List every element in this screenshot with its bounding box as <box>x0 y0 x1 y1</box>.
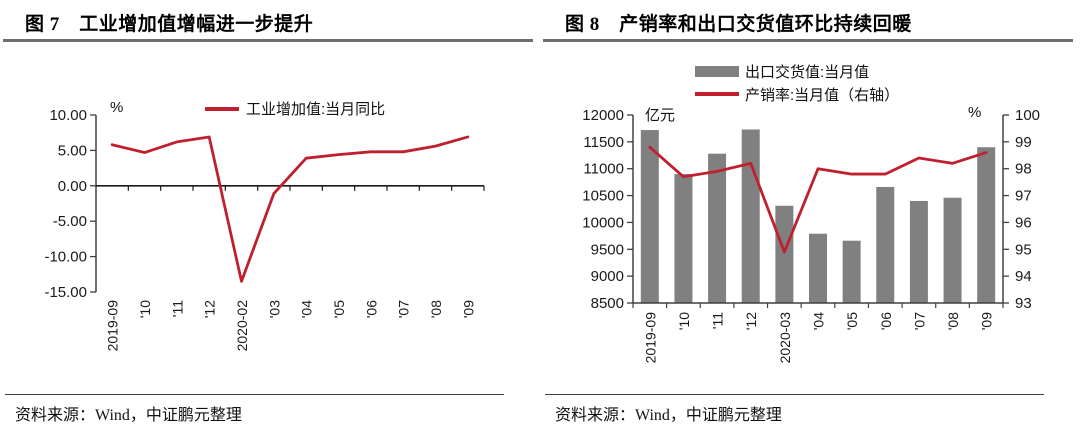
svg-text:'06: '06 <box>363 300 379 318</box>
bar <box>775 205 794 303</box>
bar-legend-swatch <box>695 65 739 77</box>
data-line <box>110 135 470 283</box>
svg-text:9500: 9500 <box>591 241 624 258</box>
bar <box>876 186 895 303</box>
figure8-panel: 图 8 产销率和出口交货值环比持续回暖 12000 11500 11000 10500… <box>540 0 1080 431</box>
figure8-chart: 12000 11500 11000 10500 10000 9500 9000 8500 100… <box>582 107 1040 364</box>
figure7-chart: 10.00 5.00 0.00 -5.00 -10.00 -15.00 2019-09 '10… <box>44 107 485 352</box>
svg-text:97: 97 <box>1015 188 1032 205</box>
svg-text:'03: '03 <box>266 300 282 318</box>
svg-text:10000: 10000 <box>582 214 624 231</box>
x-axis: 2019-09 '10 '11 '12 2020-03 '04 '05 '06 '07 '08 '0… <box>632 302 1004 364</box>
y-axis: 10.00 5.00 0.00 -5.00 -10.00 -15.00 <box>44 107 97 301</box>
svg-text:'08: '08 <box>945 312 961 330</box>
figure7-footer-rule <box>5 394 504 395</box>
svg-text:'06: '06 <box>878 312 894 330</box>
figure8-title: 图 8 产销率和出口交货值环比持续回暖 <box>565 14 912 35</box>
svg-text:0.00: 0.00 <box>58 178 87 195</box>
svg-text:'11: '11 <box>710 312 726 329</box>
svg-text:94: 94 <box>1015 268 1032 285</box>
svg-text:96: 96 <box>1015 214 1032 231</box>
bar <box>842 240 861 303</box>
svg-text:-5.00: -5.00 <box>53 213 87 230</box>
figure8-legend-line-item: 产销率:当月值（右轴） <box>695 85 900 104</box>
svg-text:'12: '12 <box>743 312 759 330</box>
figure8-left-unit-label: 亿元 <box>645 107 676 124</box>
svg-text:'05: '05 <box>844 312 860 330</box>
bar <box>943 197 962 303</box>
svg-text:'12: '12 <box>202 300 218 318</box>
svg-text:99: 99 <box>1015 134 1032 151</box>
figure7-title-rule <box>3 39 533 42</box>
data-line <box>648 145 988 254</box>
svg-text:2020-02: 2020-02 <box>234 300 250 352</box>
svg-text:'11: '11 <box>169 300 185 317</box>
line-legend-swatch <box>695 92 739 96</box>
figure8-legend-line-label: 产销率:当月值（右轴） <box>745 86 900 104</box>
svg-text:93: 93 <box>1015 295 1032 312</box>
svg-text:5.00: 5.00 <box>58 142 87 159</box>
figure7-legend-label: 工业增加值:当月同比 <box>246 101 386 118</box>
svg-text:12000: 12000 <box>582 107 624 124</box>
svg-text:2019-09: 2019-09 <box>642 312 658 364</box>
bar <box>708 153 727 303</box>
figure8-legend-bar-label: 出口交货值:当月值 <box>745 63 870 81</box>
figure8-legend-bar-item: 出口交货值:当月值 <box>695 62 899 81</box>
svg-text:'04: '04 <box>299 300 315 318</box>
svg-text:'09: '09 <box>979 312 995 330</box>
figure7-source: 资料来源：Wind，中证鹏元整理 <box>15 407 242 424</box>
svg-text:'04: '04 <box>811 312 827 330</box>
svg-text:100: 100 <box>1015 107 1040 124</box>
figure7-title: 图 7 工业增加值增幅进一步提升 <box>25 14 314 35</box>
svg-text:10500: 10500 <box>582 188 624 205</box>
bar <box>809 233 827 303</box>
left-axis: 12000 11500 11000 10500 10000 9500 9000 8500 <box>582 107 634 312</box>
svg-text:-15.00: -15.00 <box>44 284 87 301</box>
svg-text:95: 95 <box>1015 241 1032 258</box>
svg-text:11000: 11000 <box>583 161 624 178</box>
figure8-footer-rule <box>545 394 1044 395</box>
bar <box>909 200 928 303</box>
svg-text:'10: '10 <box>676 312 692 330</box>
svg-text:9000: 9000 <box>591 268 624 285</box>
svg-text:8500: 8500 <box>591 295 624 312</box>
svg-text:'05: '05 <box>331 300 347 318</box>
svg-text:10.00: 10.00 <box>49 107 87 124</box>
svg-text:-10.00: -10.00 <box>44 249 87 266</box>
figure8-title-rule <box>543 39 1073 42</box>
svg-text:'07: '07 <box>911 312 927 330</box>
figure7-panel: 图 7 工业增加值增幅进一步提升 10.00 5.00 0.00 -5.00 -10.0… <box>3 14 533 424</box>
figure8-source: 资料来源：Wind，中证鹏元整理 <box>555 407 782 424</box>
figure8-right-unit-label: % <box>968 104 982 121</box>
svg-text:11500: 11500 <box>583 134 624 151</box>
figure7-y-unit-label: % <box>110 99 124 116</box>
svg-text:'09: '09 <box>460 300 476 318</box>
bar <box>977 147 996 303</box>
right-axis: 100 99 98 97 96 95 94 93 <box>1002 107 1040 312</box>
figure7-legend: 工业增加值:当月同比 <box>205 98 385 119</box>
figure8-legend: 出口交货值:当月值 产销率:当月值（右轴） <box>695 62 900 104</box>
svg-text:98: 98 <box>1015 161 1032 178</box>
bars <box>640 129 996 303</box>
svg-text:'08: '08 <box>428 300 444 318</box>
bar <box>741 129 760 303</box>
svg-text:'07: '07 <box>396 300 412 318</box>
svg-text:'10: '10 <box>137 300 153 318</box>
bar <box>640 130 659 303</box>
svg-text:2019-09: 2019-09 <box>105 300 121 352</box>
bar <box>674 174 693 303</box>
line-legend-swatch <box>205 106 239 111</box>
x-axis: 2019-09 '10 '11 '12 2020-02 '03 '04 '05 '06 '07 '0… <box>96 184 485 352</box>
svg-text:2020-03: 2020-03 <box>777 312 793 364</box>
